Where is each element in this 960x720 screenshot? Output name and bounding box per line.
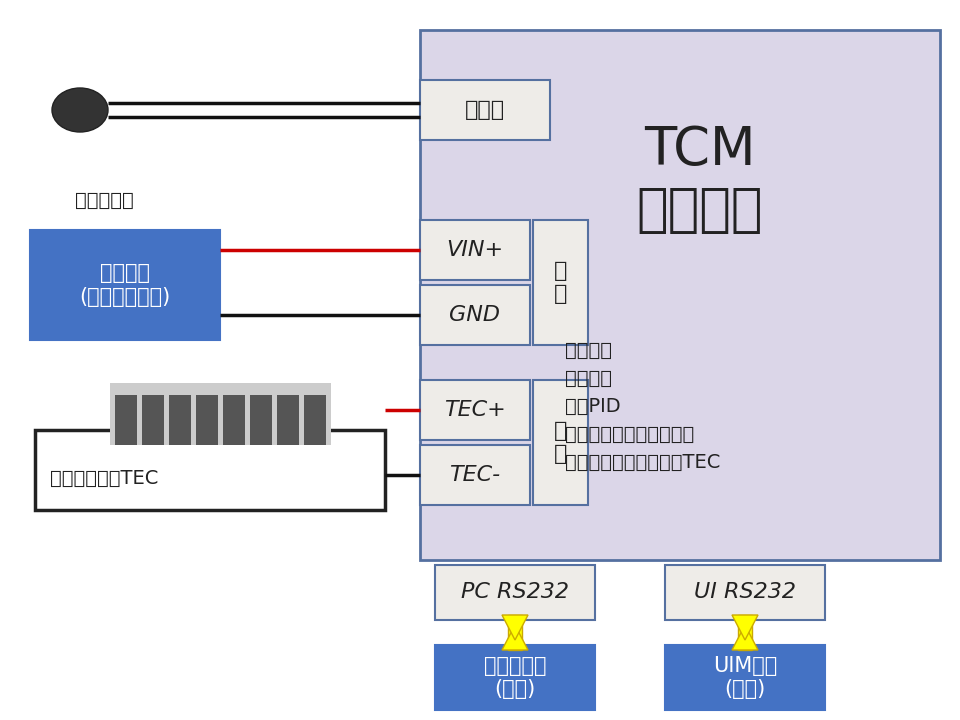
Text: UIM控制
(可选): UIM控制 (可选) <box>713 656 778 699</box>
Bar <box>665 645 825 710</box>
Text: 要的直流电压输出驱动TEC: 要的直流电压输出驱动TEC <box>565 452 720 472</box>
Text: UI RS232: UI RS232 <box>694 582 796 603</box>
Bar <box>304 395 326 445</box>
Bar <box>169 395 191 445</box>
Polygon shape <box>732 615 758 640</box>
Bar <box>420 220 530 280</box>
Text: 计算温差: 计算温差 <box>565 369 612 387</box>
Text: 半导体制冷片TEC: 半导体制冷片TEC <box>50 469 158 487</box>
Bar <box>420 285 530 345</box>
Text: 输
出: 输 出 <box>554 421 567 464</box>
Bar <box>435 565 595 620</box>
Text: 采集温度: 采集温度 <box>565 341 612 359</box>
Text: 计算机控制
(可选): 计算机控制 (可选) <box>484 656 546 699</box>
Bar <box>223 395 245 445</box>
Ellipse shape <box>52 88 108 132</box>
Text: 计算PID: 计算PID <box>565 397 620 415</box>
Bar <box>420 380 530 440</box>
Polygon shape <box>502 625 528 650</box>
Text: TEC+: TEC+ <box>444 400 506 420</box>
Text: 直流电源
(比如开关电源): 直流电源 (比如开关电源) <box>80 264 171 307</box>
Bar <box>30 230 220 340</box>
Bar <box>533 220 588 345</box>
Bar <box>420 445 530 505</box>
Bar <box>665 565 825 620</box>
Bar <box>420 30 940 560</box>
Bar <box>277 395 299 445</box>
Bar <box>508 615 522 650</box>
Bar <box>533 380 588 505</box>
Bar <box>35 430 385 510</box>
Text: GND: GND <box>449 305 500 325</box>
Text: 把直流输入电压转换成需: 把直流输入电压转换成需 <box>565 425 694 444</box>
Bar <box>738 615 752 650</box>
Bar <box>115 395 137 445</box>
Text: 温度传感器: 温度传感器 <box>75 191 133 210</box>
Text: PC RS232: PC RS232 <box>461 582 569 603</box>
Bar <box>196 395 218 445</box>
Text: VIN+: VIN+ <box>446 240 504 260</box>
Bar <box>110 383 331 445</box>
Polygon shape <box>502 615 528 640</box>
Bar <box>420 80 550 140</box>
Text: 传感器: 传感器 <box>465 100 505 120</box>
Text: TEC-: TEC- <box>449 465 500 485</box>
Text: TCM
温控模块: TCM 温控模块 <box>636 124 763 236</box>
Bar <box>142 395 164 445</box>
Text: 输
入: 输 入 <box>554 261 567 304</box>
Polygon shape <box>732 625 758 650</box>
Bar <box>250 395 272 445</box>
Bar <box>435 645 595 710</box>
